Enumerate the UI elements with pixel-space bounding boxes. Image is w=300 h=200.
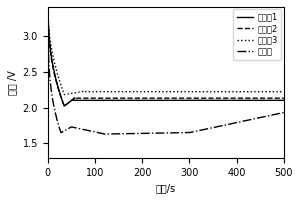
实施例2 [154,97,158,99]
实施例1 [161,99,164,102]
X-axis label: 时间/s: 时间/s [156,183,176,193]
对比例 [161,132,164,134]
对比例 [275,113,279,115]
实施例2 [46,13,50,15]
对比例 [154,132,158,134]
Line: 对比例: 对比例 [48,25,284,134]
Y-axis label: 电压 /V: 电压 /V [7,70,17,95]
实施例1 [154,99,158,102]
对比例 [232,122,236,124]
实施例1 [275,99,279,102]
实施例1 [58,92,61,94]
实施例3 [275,90,279,93]
对比例 [282,111,286,114]
实施例2 [275,97,279,99]
实施例2 [58,92,61,95]
实施例3 [154,90,158,93]
实施例2 [232,97,236,99]
Line: 实施例2: 实施例2 [48,14,284,106]
实施例3 [46,14,50,17]
实施例1 [232,99,236,102]
Legend: 实施例1, 实施例2, 实施例3, 对比例: 实施例1, 实施例2, 实施例3, 对比例 [233,9,281,60]
实施例3 [282,90,286,93]
实施例2 [62,105,66,107]
实施例3 [232,90,236,93]
Line: 实施例3: 实施例3 [48,16,284,95]
实施例2 [282,97,286,99]
实施例3 [58,80,61,83]
Line: 实施例1: 实施例1 [48,11,284,106]
对比例 [58,128,61,130]
实施例1 [275,99,279,102]
实施例3 [275,90,279,93]
对比例 [46,24,50,26]
实施例1 [46,9,50,12]
实施例3 [62,93,66,96]
对比例 [103,133,106,135]
对比例 [275,113,279,115]
实施例1 [62,105,66,107]
实施例3 [161,90,164,93]
实施例1 [282,99,286,102]
实施例2 [161,97,164,99]
实施例2 [275,97,279,99]
